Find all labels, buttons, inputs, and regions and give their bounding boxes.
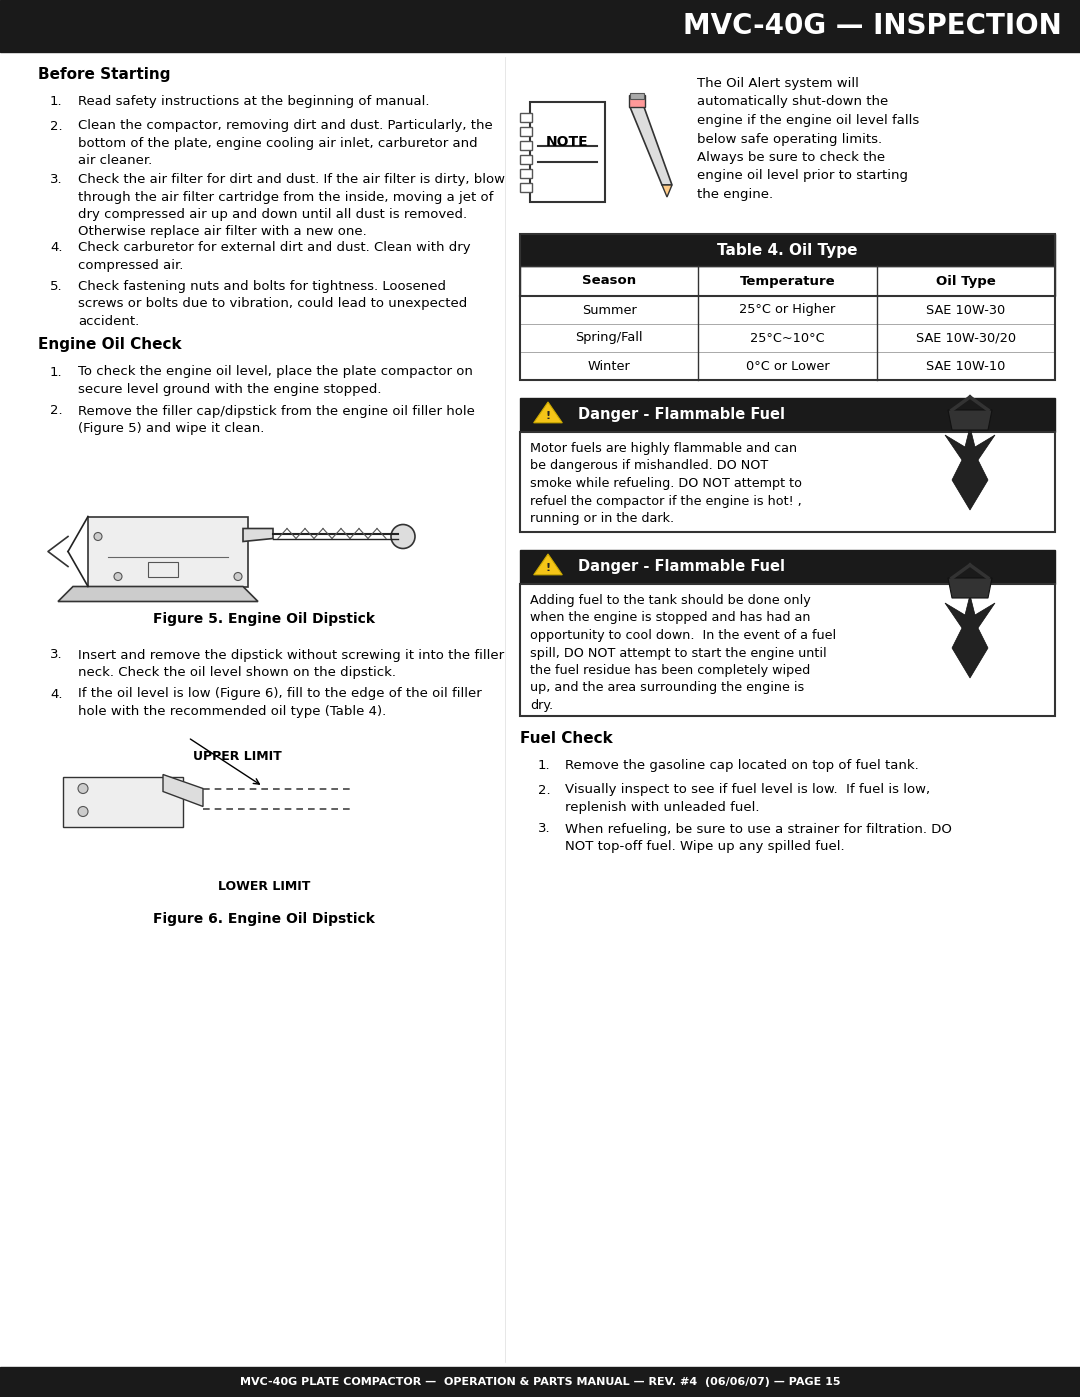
Polygon shape (63, 777, 183, 827)
Text: Visually inspect to see if fuel level is low.  If fuel is low,
replenish with un: Visually inspect to see if fuel level is… (565, 784, 930, 814)
Text: 2.: 2. (50, 405, 63, 418)
Text: MVC-40G — INSPECTION: MVC-40G — INSPECTION (684, 13, 1062, 41)
Bar (519, 127, 532, 136)
Text: Oil Type: Oil Type (936, 274, 996, 288)
Bar (519, 183, 532, 191)
Bar (519, 235, 1055, 265)
Text: Engine Oil Check: Engine Oil Check (38, 338, 181, 352)
Text: Temperature: Temperature (740, 274, 835, 288)
Bar (519, 584, 1055, 717)
Text: 3.: 3. (538, 823, 551, 835)
Bar (519, 296, 1055, 324)
Text: 1.: 1. (538, 759, 551, 773)
Text: 25°C or Higher: 25°C or Higher (740, 303, 836, 317)
Text: Summer: Summer (582, 303, 636, 317)
Circle shape (391, 524, 415, 549)
Polygon shape (87, 517, 248, 587)
Bar (519, 169, 532, 177)
Text: 0°C or Lower: 0°C or Lower (745, 359, 829, 373)
Text: Table 4. Oil Type: Table 4. Oil Type (717, 243, 858, 257)
Text: Before Starting: Before Starting (38, 67, 171, 82)
Text: When refueling, be sure to use a strainer for filtration. DO
NOT top-off fuel. W: When refueling, be sure to use a straine… (565, 823, 951, 854)
Polygon shape (948, 409, 993, 430)
Bar (630, 94, 644, 99)
Text: 2.: 2. (50, 120, 63, 133)
Bar (519, 113, 532, 122)
Text: Clean the compactor, removing dirt and dust. Particularly, the
bottom of the pla: Clean the compactor, removing dirt and d… (78, 120, 492, 168)
Text: NOTE: NOTE (546, 136, 589, 149)
Text: 25°C~10°C: 25°C~10°C (751, 331, 825, 345)
Circle shape (94, 532, 102, 541)
Circle shape (78, 806, 87, 816)
Text: 1.: 1. (50, 95, 63, 108)
Text: Fuel Check: Fuel Check (519, 731, 612, 746)
Text: Spring/Fall: Spring/Fall (576, 331, 643, 345)
Bar (519, 141, 532, 149)
Text: !: ! (545, 563, 551, 573)
Circle shape (234, 573, 242, 581)
Text: SAE 10W-10: SAE 10W-10 (927, 359, 1005, 373)
Text: 2.: 2. (538, 784, 551, 796)
Bar (0, 0, 1080, 52)
Text: Check fastening nuts and bolts for tightness. Loosened
screws or bolts due to vi: Check fastening nuts and bolts for tight… (78, 279, 468, 328)
Text: 4.: 4. (50, 242, 63, 254)
Polygon shape (534, 402, 563, 423)
Bar (519, 432, 1055, 532)
Text: Insert and remove the dipstick without screwing it into the filler
neck. Check t: Insert and remove the dipstick without s… (78, 648, 504, 679)
Polygon shape (58, 587, 258, 602)
Text: 1.: 1. (50, 366, 63, 379)
Bar (519, 265, 1055, 296)
Bar (519, 398, 1055, 432)
Bar (519, 352, 1055, 380)
Polygon shape (243, 528, 273, 542)
Text: !: ! (545, 411, 551, 420)
Bar (629, 95, 645, 108)
Text: To check the engine oil level, place the plate compactor on
secure level ground : To check the engine oil level, place the… (78, 366, 473, 395)
Text: Season: Season (582, 274, 636, 288)
Polygon shape (630, 108, 672, 184)
Text: Winter: Winter (588, 359, 631, 373)
Text: SAE 10W-30/20: SAE 10W-30/20 (916, 331, 1016, 345)
Text: Figure 5. Engine Oil Dipstick: Figure 5. Engine Oil Dipstick (153, 612, 375, 626)
Text: Remove the gasoline cap located on top of fuel tank.: Remove the gasoline cap located on top o… (565, 759, 919, 773)
Polygon shape (945, 427, 995, 510)
Text: 5.: 5. (50, 279, 63, 293)
Text: Adding fuel to the tank should be done only
when the engine is stopped and has h: Adding fuel to the tank should be done o… (530, 594, 836, 712)
Circle shape (78, 784, 87, 793)
Bar (519, 550, 1055, 584)
Bar (519, 324, 1055, 352)
Bar (0, 1368, 1080, 1397)
Text: UPPER LIMIT: UPPER LIMIT (193, 750, 282, 763)
Text: MVC-40G PLATE COMPACTOR —  OPERATION & PARTS MANUAL — REV. #4  (06/06/07) — PAGE: MVC-40G PLATE COMPACTOR — OPERATION & PA… (240, 1377, 840, 1387)
Text: Check the air filter for dirt and dust. If the air filter is dirty, blow
through: Check the air filter for dirt and dust. … (78, 173, 505, 239)
Text: SAE 10W-30: SAE 10W-30 (927, 303, 1005, 317)
Text: Motor fuels are highly flammable and can
be dangerous if mishandled. DO NOT
smok: Motor fuels are highly flammable and can… (530, 441, 802, 525)
Text: Remove the filler cap/dipstick from the engine oil filler hole
(Figure 5) and wi: Remove the filler cap/dipstick from the … (78, 405, 475, 434)
Polygon shape (662, 184, 672, 197)
Text: The Oil Alert system will
automatically shut-down the
engine if the engine oil l: The Oil Alert system will automatically … (697, 77, 919, 201)
Text: If the oil level is low (Figure 6), fill to the edge of the oil filler
hole with: If the oil level is low (Figure 6), fill… (78, 687, 482, 718)
Polygon shape (534, 555, 563, 574)
Polygon shape (948, 578, 993, 598)
Text: 3.: 3. (50, 648, 63, 662)
Polygon shape (163, 774, 203, 806)
Circle shape (114, 573, 122, 581)
Text: Read safety instructions at the beginning of manual.: Read safety instructions at the beginnin… (78, 95, 430, 108)
Bar (530, 102, 605, 203)
Polygon shape (945, 595, 995, 678)
Text: 4.: 4. (50, 687, 63, 700)
Bar (519, 235, 1055, 380)
Text: 3.: 3. (50, 173, 63, 186)
Text: LOWER LIMIT: LOWER LIMIT (218, 880, 310, 893)
Text: Check carburetor for external dirt and dust. Clean with dry
compressed air.: Check carburetor for external dirt and d… (78, 242, 471, 271)
Text: Danger - Flammable Fuel: Danger - Flammable Fuel (578, 560, 785, 574)
Text: Danger - Flammable Fuel: Danger - Flammable Fuel (578, 408, 785, 422)
Bar (519, 155, 532, 163)
Text: Figure 6. Engine Oil Dipstick: Figure 6. Engine Oil Dipstick (153, 911, 375, 925)
